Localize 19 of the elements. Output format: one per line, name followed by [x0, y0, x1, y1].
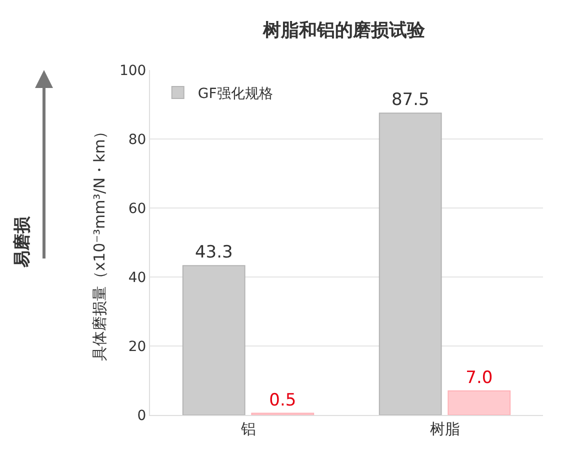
data-label: 87.5 — [391, 90, 430, 110]
y-tick-label: 100 — [119, 62, 146, 79]
bar — [378, 112, 442, 415]
bar — [448, 390, 511, 415]
x-tick-label: 铝 — [240, 420, 256, 438]
y-tick-label: 40 — [128, 270, 146, 286]
legend-label: GF强化规格 — [198, 86, 273, 102]
data-label: 7.0 — [466, 368, 493, 388]
data-label: 0.5 — [269, 390, 296, 410]
bar — [182, 265, 246, 415]
y-tick-label: 0 — [137, 408, 146, 424]
y-axis-title: 具体磨损量（x10⁻³mm³/N・km） — [90, 124, 109, 361]
data-label: 43.3 — [194, 242, 233, 263]
y-tick-label: 80 — [128, 132, 146, 148]
y-tick-label: 20 — [128, 338, 146, 355]
x-tick-label: 树脂 — [430, 420, 460, 438]
text: 易磨损 — [12, 216, 32, 268]
chart-title: 树脂和铝的磨损试验 — [262, 20, 426, 41]
y-tick-label: 60 — [128, 200, 146, 217]
